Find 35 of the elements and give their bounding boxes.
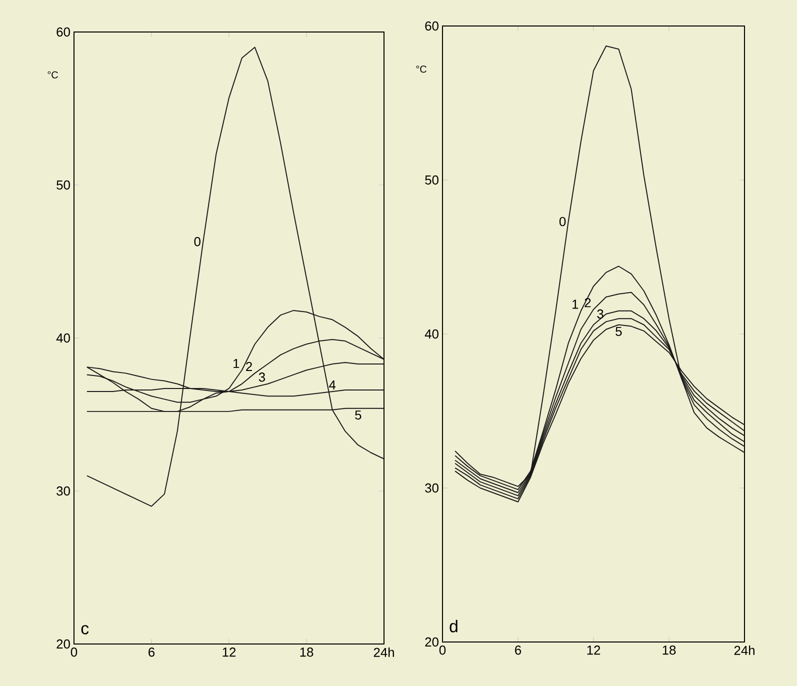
y-tick-label: 60 <box>425 21 438 31</box>
x-tick-label: 6 <box>148 648 155 657</box>
annotation: d <box>450 620 458 632</box>
y-tick-label: 30 <box>425 483 438 493</box>
x-tick-label: 6 <box>515 646 522 655</box>
series-label: 1 <box>234 359 240 368</box>
y-tick-label: 20 <box>56 639 70 649</box>
x-tick-label: 18 <box>662 646 676 655</box>
y-axis-title: °C <box>416 66 426 73</box>
series-label: 0 <box>194 237 200 246</box>
y-axis-title: °C <box>48 71 58 78</box>
x-tick-label: 24h <box>734 646 754 655</box>
series-label: 2 <box>246 362 252 371</box>
x-tick-label: 24h <box>374 648 394 657</box>
series-label: 3 <box>258 372 265 382</box>
y-tick-label: 40 <box>56 333 70 343</box>
x-tick-label: 18 <box>300 648 314 657</box>
series-label: 3 <box>597 309 604 319</box>
y-tick-label: 50 <box>425 175 438 185</box>
series-label: 0 <box>559 216 566 226</box>
series-label: 5 <box>616 326 622 336</box>
y-tick-label: 40 <box>424 329 438 339</box>
y-tick-label: 50 <box>56 180 70 190</box>
y-tick-label: 20 <box>425 637 438 647</box>
x-tick-label: 0 <box>439 646 446 655</box>
x-tick-label: 12 <box>587 646 600 655</box>
x-tick-label: 0 <box>70 648 78 657</box>
series-label: 2 <box>584 298 591 308</box>
x-tick-label: 12 <box>222 648 236 657</box>
series-label: 4 <box>329 380 336 390</box>
y-tick-label: 60 <box>56 27 70 37</box>
y-tick-label: 30 <box>56 486 70 496</box>
series-label: 1 <box>572 300 578 309</box>
annotation: c <box>81 625 89 634</box>
series-label: 5 <box>355 410 362 420</box>
